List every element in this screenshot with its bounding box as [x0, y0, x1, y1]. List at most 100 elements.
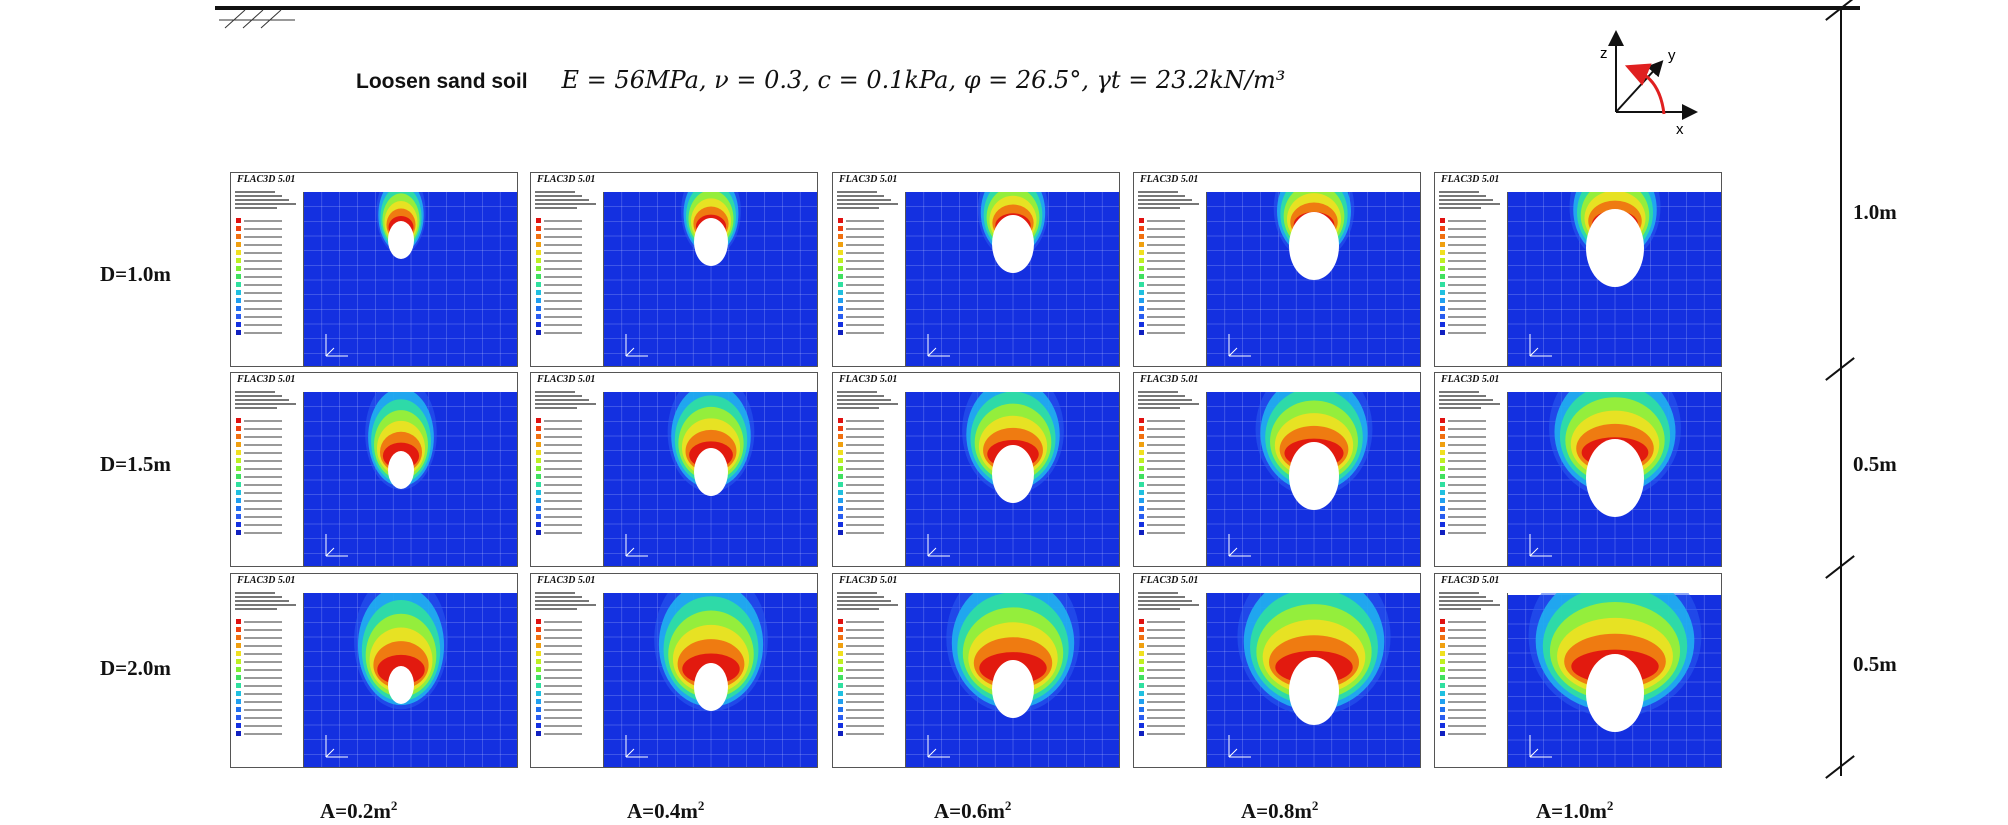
- cavity: [1586, 654, 1644, 732]
- col-label-a3: A=0.6m2: [934, 798, 1012, 823]
- panel-divider: [303, 192, 304, 366]
- panel-header-text: [235, 189, 301, 213]
- contour-plot: [906, 192, 1119, 366]
- panel-divider: [303, 392, 304, 566]
- contour-plot: [906, 593, 1119, 767]
- panel-title: FLAC3D 5.01: [1441, 174, 1500, 185]
- panel-title: FLAC3D 5.01: [1441, 374, 1500, 385]
- panel-header-text: [1439, 590, 1505, 614]
- cavity: [694, 218, 728, 266]
- panel-title: FLAC3D 5.01: [1140, 575, 1199, 586]
- contour-panel: FLAC3D 5.01: [1133, 573, 1421, 768]
- col-label-a2: A=0.4m2: [627, 798, 705, 823]
- panel-divider: [1206, 392, 1207, 566]
- contour-panel: FLAC3D 5.01: [530, 372, 818, 567]
- contour-plot: [304, 192, 517, 366]
- contour-panel: FLAC3D 5.01: [832, 372, 1120, 567]
- panel-divider: [905, 593, 906, 767]
- contour-plot: [304, 392, 517, 566]
- col-label-a1: A=0.2m2: [320, 798, 398, 823]
- panel-title: FLAC3D 5.01: [1140, 374, 1199, 385]
- contour-legend: [1440, 618, 1506, 738]
- contour-plot: [604, 593, 817, 767]
- panel-header-text: [235, 590, 301, 614]
- panel-header-text: [535, 590, 601, 614]
- row-label-d3: D=2.0m: [100, 656, 171, 680]
- cavity: [388, 221, 414, 259]
- cavity: [388, 666, 414, 704]
- contour-plot: [906, 392, 1119, 566]
- cavity: [992, 660, 1034, 718]
- panel-divider: [1206, 192, 1207, 366]
- contour-plot: [1508, 192, 1721, 366]
- panel-header-text: [1138, 389, 1204, 413]
- row-label-d1: D=1.0m: [100, 262, 171, 286]
- panel-header-text: [1439, 389, 1505, 413]
- contour-legend: [1440, 417, 1506, 537]
- contour-panel: FLAC3D 5.01: [230, 372, 518, 567]
- panel-header-text: [1138, 590, 1204, 614]
- panel-divider: [1206, 593, 1207, 767]
- panel-divider: [905, 192, 906, 366]
- cavity: [1289, 212, 1339, 280]
- panel-title: FLAC3D 5.01: [839, 174, 898, 185]
- contour-plot: [604, 392, 817, 566]
- contour-legend: [1139, 217, 1205, 337]
- panel-title: FLAC3D 5.01: [537, 575, 596, 586]
- contour-legend: [236, 417, 302, 537]
- contour-legend: [536, 417, 602, 537]
- panel-title: FLAC3D 5.01: [237, 575, 296, 586]
- cavity: [388, 451, 414, 489]
- contour-legend: [536, 217, 602, 337]
- contour-panel: FLAC3D 5.01: [1434, 372, 1722, 567]
- panel-divider: [1507, 392, 1508, 566]
- axis-z-label: z: [1600, 45, 1608, 62]
- contour-legend: [1139, 618, 1205, 738]
- panel-header-text: [535, 189, 601, 213]
- panel-title: FLAC3D 5.01: [237, 174, 296, 185]
- panel-header-text: [535, 389, 601, 413]
- contour-panel: FLAC3D 5.01: [832, 573, 1120, 768]
- contour-panel: FLAC3D 5.01: [530, 573, 818, 768]
- row-label-d2: D=1.5m: [100, 452, 171, 476]
- panel-divider: [905, 392, 906, 566]
- contour-panel: FLAC3D 5.01: [1133, 172, 1421, 367]
- cavity: [1586, 439, 1644, 517]
- contour-plot: [304, 593, 517, 767]
- col-label-a5: A=1.0m2: [1536, 798, 1614, 823]
- contour-panel: FLAC3D 5.01: [1434, 573, 1722, 768]
- panel-title: FLAC3D 5.01: [237, 374, 296, 385]
- cavity: [992, 445, 1034, 503]
- soil-label: Loosen sand soil: [356, 70, 528, 93]
- contour-legend: [838, 618, 904, 738]
- contour-plot: [1508, 593, 1721, 767]
- panel-title: FLAC3D 5.01: [537, 174, 596, 185]
- contour-legend: [536, 618, 602, 738]
- panel-title: FLAC3D 5.01: [1441, 575, 1500, 586]
- panel-title: FLAC3D 5.01: [839, 575, 898, 586]
- ground-surface-line: [215, 6, 1860, 10]
- panel-title: FLAC3D 5.01: [839, 374, 898, 385]
- panel-divider: [1507, 192, 1508, 366]
- panel-header-text: [1138, 189, 1204, 213]
- panel-header-text: [837, 189, 903, 213]
- depth-label-3: 0.5m: [1853, 652, 1897, 676]
- cavity: [1289, 657, 1339, 725]
- depth-label-1: 1.0m: [1853, 200, 1897, 224]
- panel-divider: [303, 593, 304, 767]
- soil-properties: Loosen sand soil E = 56MPa, ν = 0.3, c =…: [356, 66, 1285, 94]
- panel-divider: [603, 192, 604, 366]
- contour-legend: [1440, 217, 1506, 337]
- contour-plot: [1508, 392, 1721, 566]
- contour-plot: [604, 192, 817, 366]
- coordinate-axes-icon: z y x: [1600, 30, 1698, 138]
- contour-panel: FLAC3D 5.01: [1434, 172, 1722, 367]
- contour-panel: FLAC3D 5.01: [530, 172, 818, 367]
- cavity: [1289, 442, 1339, 510]
- axis-x-label: x: [1676, 121, 1684, 138]
- panel-divider: [1507, 593, 1508, 767]
- cavity: [992, 215, 1034, 273]
- depth-dimension-line: [1840, 6, 1842, 776]
- axis-y-label: y: [1668, 47, 1676, 64]
- soil-parameters: E = 56MPa, ν = 0.3, c = 0.1kPa, φ = 26.5…: [561, 66, 1286, 94]
